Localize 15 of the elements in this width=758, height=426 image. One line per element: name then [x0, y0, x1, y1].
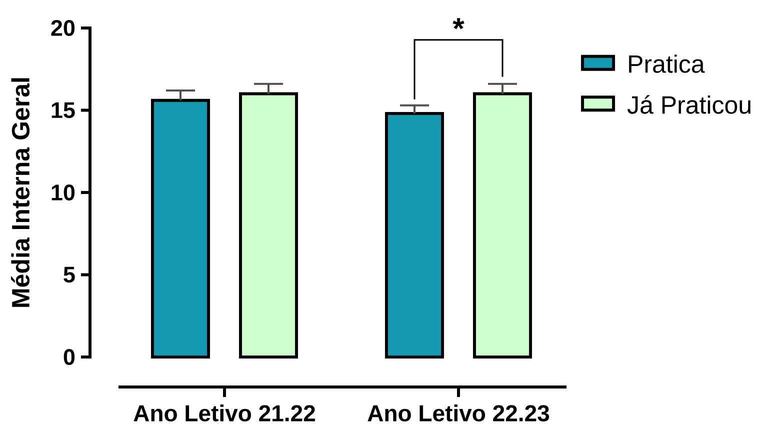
x-tick-label: Ano Letivo 21.22 [134, 404, 315, 422]
bar [239, 92, 298, 358]
y-tick-label: 0 [64, 349, 75, 365]
bar [385, 112, 444, 358]
legend-label: Já Praticou [627, 95, 750, 114]
legend-label: Pratica [629, 54, 705, 73]
y-tick-label: 15 [52, 102, 75, 118]
y-tick-label: 10 [52, 184, 75, 200]
x-tick-label: Ano Letivo 22.23 [368, 404, 550, 422]
y-tick-label: 5 [64, 266, 75, 283]
bar [473, 92, 532, 358]
y-axis-title: Média Interna Geral [10, 78, 30, 307]
y-tick-label: 20 [51, 20, 75, 36]
annotation: * [452, 18, 464, 30]
bar [151, 98, 210, 358]
